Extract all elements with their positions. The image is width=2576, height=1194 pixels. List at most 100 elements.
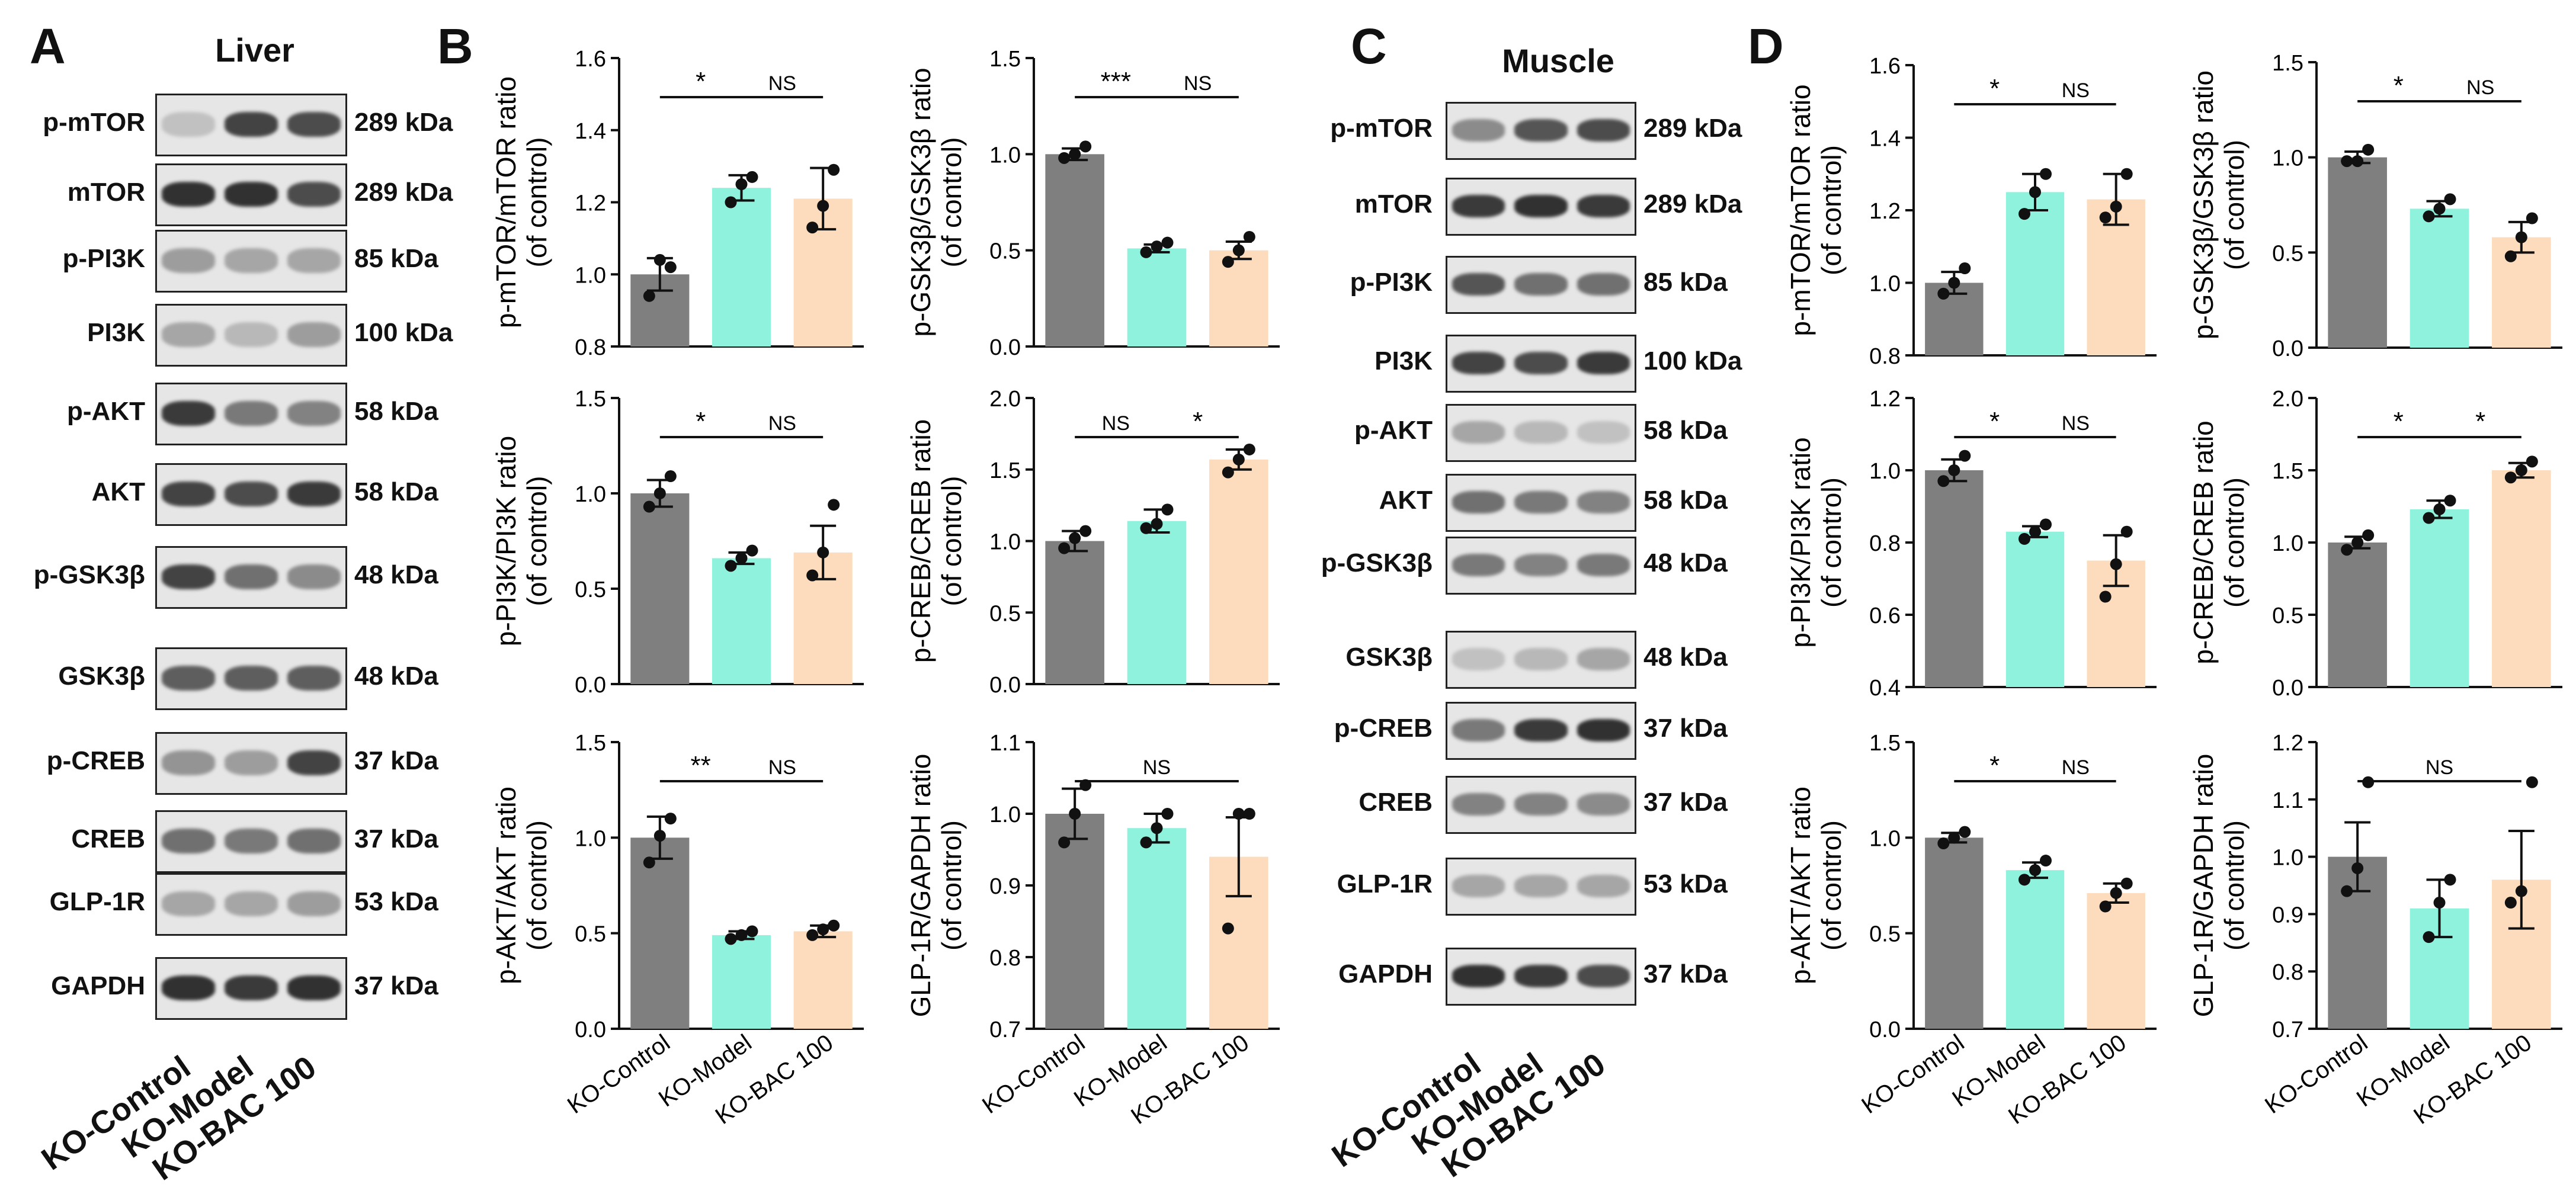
y-tick-label: 1.6 [1869, 54, 1901, 79]
blot-label: p-GSK3β [33, 560, 145, 589]
data-point [1069, 808, 1081, 820]
y-tick-label: 1.0 [575, 826, 606, 851]
significance-label: NS [2062, 79, 2090, 102]
kda-label: 37 kDa [354, 971, 438, 1000]
blot-band [1577, 718, 1630, 742]
blot-strip [155, 546, 347, 609]
significance-label: NS [1184, 72, 1212, 95]
data-point [1222, 466, 1234, 479]
y-tick-label: 0.0 [575, 1018, 606, 1042]
y-tick-label: 0.5 [989, 239, 1021, 264]
blot-band [162, 248, 215, 273]
chart-10: 0.00.51.01.5p-AKT/AKT ratio(of control)K… [1785, 731, 2157, 1129]
y-tick-label: 0.8 [575, 335, 606, 360]
y-axis-label-line: (of control) [2219, 477, 2250, 608]
muscle-title: Muscle [1502, 42, 1614, 79]
chart-2: 0.0 0.5 1.0 1.5 p-PI3K/PI3K ratio(of control… [491, 387, 864, 698]
kda-label: 58 kDa [1643, 416, 1728, 445]
blot-band [287, 182, 341, 207]
y-tick-label: 1.5 [989, 47, 1021, 72]
significance-label: NS [2062, 756, 2090, 779]
y-axis-label-line: (of control) [521, 820, 552, 951]
data-point [2444, 874, 2456, 886]
data-point [2515, 231, 2527, 243]
blot-strip [1446, 948, 1636, 1006]
blot-band [162, 112, 215, 137]
liver-title: Liver [215, 31, 294, 69]
blot-band [1452, 553, 1505, 577]
y-tick-label: 0.5 [575, 577, 606, 602]
blot-band [1452, 647, 1505, 671]
bar [793, 931, 853, 1029]
blot-strip [1446, 178, 1636, 236]
y-tick-label: 2.0 [989, 387, 1021, 412]
y-axis-label-line: (of control) [1816, 477, 1847, 608]
y-tick-label: 1.2 [1869, 199, 1901, 224]
data-point [643, 500, 655, 513]
data-point [2515, 464, 2527, 476]
y-tick-label: 1.0 [2272, 146, 2303, 171]
significance-label: * [2475, 407, 2485, 436]
blot-label: GAPDH [51, 971, 145, 1000]
y-axis-label-line: p-PI3K/PI3K ratio [491, 436, 521, 646]
data-point [2120, 168, 2133, 180]
blot-label: PI3K [87, 318, 145, 347]
y-tick-label: 0.0 [575, 673, 606, 698]
y-axis-label-line: (of control) [521, 476, 552, 606]
chart-1: 0.0 0.5 1.0 1.5 p-GSK3β/GSK3β ratio(of contr… [905, 47, 1280, 360]
blot-label: p-PI3K [1350, 268, 1433, 297]
data-point [2433, 503, 2446, 515]
y-axis-label: p-PI3K/PI3K ratio(of control) [1785, 437, 1847, 647]
y-tick-label: 0.8 [1869, 344, 1901, 369]
y-tick-label: 1.5 [575, 731, 606, 756]
data-point [1243, 808, 1255, 820]
blot-band [287, 750, 341, 775]
data-point [1948, 277, 1960, 289]
data-point [1937, 287, 1950, 300]
data-point [817, 200, 829, 212]
blot-strip [1446, 474, 1636, 532]
blot-band [225, 975, 278, 1000]
panel-letter-a: A [30, 18, 66, 74]
y-tick-label: 1.0 [2272, 531, 2303, 556]
blot-label: GLP-1R [1337, 869, 1433, 898]
blot-band [287, 829, 341, 853]
data-point [1948, 832, 1960, 844]
data-point [746, 171, 758, 183]
blot-strip [155, 230, 347, 293]
data-point [664, 261, 677, 274]
y-axis-label: p-PI3K/PI3K ratio(of control) [491, 436, 552, 646]
y-tick-label: 1.0 [1869, 826, 1901, 851]
bar [2410, 208, 2469, 348]
blot-label: AKT [91, 477, 145, 506]
y-tick-label: 1.0 [989, 803, 1021, 827]
blot-band [1514, 718, 1568, 742]
data-point [817, 923, 829, 936]
significance-label: NS [768, 72, 796, 95]
bar [1925, 470, 1984, 687]
y-axis-label-line: p-AKT/AKT ratio [1785, 787, 1816, 984]
data-point [653, 830, 666, 842]
data-point [2099, 900, 2112, 913]
significance-label: * [696, 67, 706, 96]
bar [1209, 250, 1268, 346]
blot-band [287, 322, 341, 347]
blot-label: CREB [71, 824, 145, 853]
significance-label: *** [1101, 67, 1131, 96]
y-axis-label-line: p-PI3K/PI3K ratio [1785, 437, 1816, 647]
y-tick-label: 0.8 [2272, 960, 2303, 985]
bar [1209, 459, 1268, 684]
y-axis-label: p-AKT/AKT ratio(of control) [1785, 787, 1847, 984]
y-tick-label: 1.2 [575, 191, 606, 216]
blot-strip [155, 732, 347, 795]
blot-band [1452, 490, 1505, 514]
blot-strip [155, 873, 347, 936]
blot-band [1452, 351, 1505, 375]
blot-band [1577, 792, 1630, 816]
blot-band [1577, 647, 1630, 671]
data-point [2433, 897, 2446, 909]
data-point [2526, 776, 2538, 788]
data-point [725, 933, 737, 945]
data-point [664, 813, 677, 825]
